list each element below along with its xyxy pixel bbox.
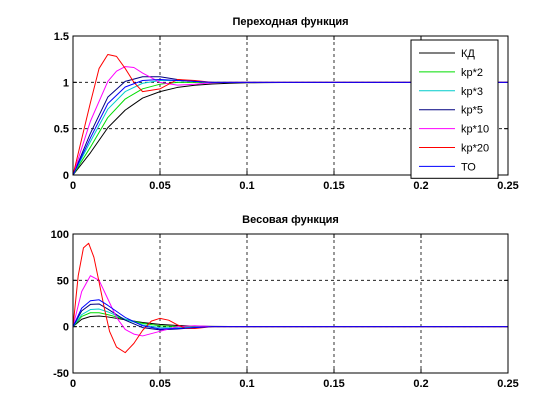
- chart-1-ytick-label: 0.5: [54, 124, 69, 136]
- chart-2-axes-box: [72, 233, 509, 374]
- chart-1-xtick-label: 0.1: [239, 180, 254, 192]
- chart-1-legend-label: kp*3: [461, 86, 483, 98]
- chart-1-axes-box: [72, 35, 509, 176]
- chart-1-xtick-label: 0.2: [413, 180, 428, 192]
- chart-2-ytick-label: 0: [63, 322, 69, 334]
- chart-1-xtick-label: 0.15: [323, 180, 344, 192]
- chart-1-legend-label: ТО: [461, 161, 476, 173]
- chart-2-ytick-label: 50: [57, 275, 69, 287]
- chart-2-series-line-то: [73, 299, 508, 330]
- chart-1-group: Переходная функция 0 0.05 0.1 0.15 0.2 0.25 0 0.…: [54, 16, 519, 192]
- chart-2-series-line-kp-20: [73, 242, 508, 354]
- chart-2-xtick-label: 0: [70, 378, 76, 390]
- chart-1-title: Переходная функция: [232, 16, 348, 28]
- chart-1-ytick-label: 1: [63, 77, 69, 89]
- chart-2-xtick-label: 0.1: [239, 378, 254, 390]
- chart-1-ytick-label: 0: [63, 170, 69, 182]
- chart-1-ytick-label: 1.5: [54, 31, 69, 43]
- chart-2-series-line-kp-10: [73, 275, 508, 337]
- chart-1-legend: КД kp*2 kp*3 kp*5 kp*10 kp*20 ТО: [410, 39, 499, 179]
- chart-1-xtick-label: 0.05: [149, 180, 170, 192]
- chart-2-xtick-label: 0.15: [323, 378, 344, 390]
- chart-1-series-line-то: [73, 79, 508, 175]
- chart-1-legend-label: kp*2: [461, 67, 483, 79]
- chart-2-xtick-label: 0.25: [497, 378, 518, 390]
- chart-1-legend-label: kp*5: [461, 105, 483, 117]
- chart-1-xtick-label: 0: [70, 180, 76, 192]
- chart-1-legend-label: kp*10: [461, 124, 489, 136]
- chart-1-xtick-label: 0.25: [497, 180, 518, 192]
- chart-2-xtick-label: 0.2: [413, 378, 428, 390]
- chart-1-legend-label: КД: [461, 48, 475, 60]
- chart-2-xtick-label: 0.05: [149, 378, 170, 390]
- chart-2-plot-area: [73, 234, 508, 373]
- chart-1-legend-box: [410, 39, 499, 179]
- chart-2-ytick-label: -50: [53, 368, 69, 380]
- chart-2-ytick-label: 100: [51, 229, 69, 241]
- chart-2-title: Весовая функция: [242, 214, 339, 226]
- chart-1-legend-label: kp*20: [461, 143, 489, 155]
